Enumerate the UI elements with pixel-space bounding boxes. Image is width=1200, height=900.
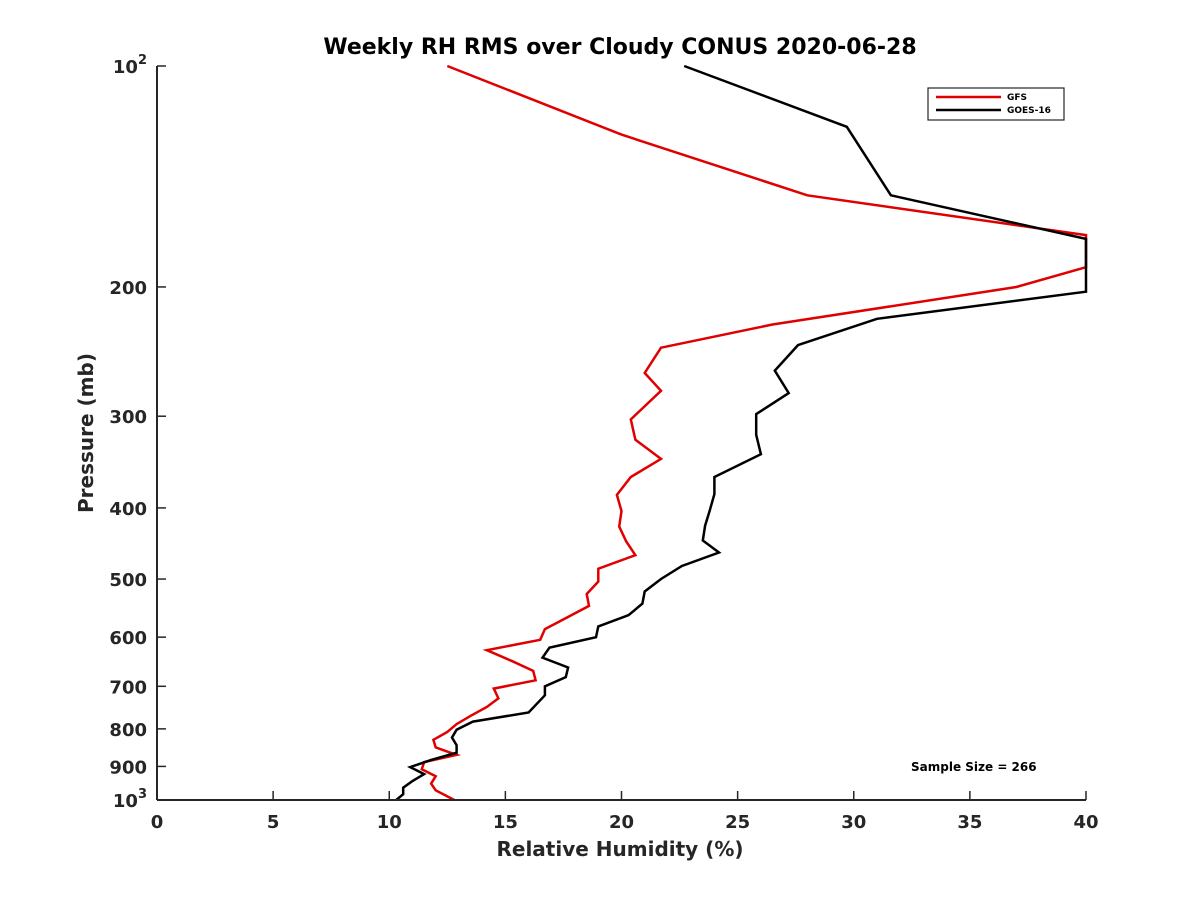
y-tick-label: 103 [113,787,147,812]
x-tick-label: 15 [493,812,518,833]
y-tick-label: 600 [109,628,147,649]
legend-label-gfs: GFS [1007,93,1027,103]
series-line-goes16 [395,64,1088,801]
y-tick-label: 200 [109,278,147,299]
y-tick-label: 400 [109,499,147,520]
legend-label-goes16: GOES-16 [1007,106,1051,116]
x-tick-label: 20 [609,812,634,833]
legend: GFS GOES-16 [927,87,1065,121]
x-tick-label: 5 [267,812,280,833]
x-tick-label: 35 [957,812,982,833]
y-tick-label: 300 [109,407,147,428]
legend-box [927,87,1065,121]
sample-size-annotation: Sample Size = 266 [911,760,1037,774]
x-tick-label: 30 [841,812,866,833]
y-axis-label: Pressure (mb) [74,353,98,513]
plot-lines [395,64,1088,802]
x-tick-label: 25 [725,812,750,833]
chart-title: Weekly RH RMS over Cloudy CONUS 2020-06-… [323,35,916,60]
series-line-gfs [420,64,1088,802]
y-tick-label: 500 [109,570,147,591]
y-tick-label: 800 [109,720,147,741]
x-axis-label: Relative Humidity (%) [496,837,743,861]
y-axis-ticks: 102 200 300 400 500 600 700 800 900 103 [109,53,166,812]
x-tick-label: 0 [151,812,164,833]
y-tick-label: 102 [113,53,147,78]
y-tick-label: 900 [109,757,147,778]
x-tick-label: 10 [377,812,402,833]
x-axis-ticks: 0 5 10 15 20 25 30 35 40 [151,791,1099,833]
x-tick-label: 40 [1073,812,1098,833]
y-tick-label: 700 [109,677,147,698]
